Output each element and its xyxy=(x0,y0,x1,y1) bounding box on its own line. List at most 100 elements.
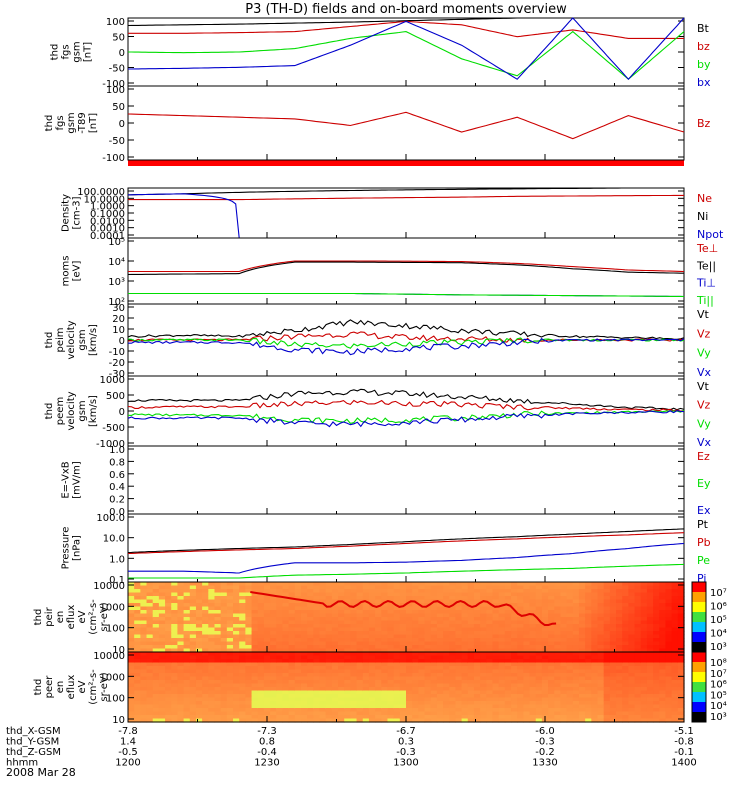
spectrogram-cell xyxy=(646,711,654,716)
spectrogram-cell xyxy=(548,680,555,685)
spectrogram-cell xyxy=(270,596,277,601)
spectrogram-cell xyxy=(165,599,172,604)
spectrogram-cell xyxy=(554,718,562,723)
spectrogram-cell xyxy=(393,715,401,720)
spectrogram-cell xyxy=(517,606,524,611)
spectrogram-cell xyxy=(251,599,259,604)
spectrogram-cell xyxy=(585,655,592,660)
spectrogram-cell xyxy=(344,627,351,632)
spectrogram-cell xyxy=(603,708,611,713)
spectrogram-cell xyxy=(393,641,401,646)
spectrogram-cell xyxy=(368,704,376,709)
spectrogram-cell xyxy=(158,631,166,636)
spectrogram-cell xyxy=(473,627,481,632)
spectrogram-cell xyxy=(356,648,364,653)
spectrogram-cell xyxy=(325,680,333,685)
spectrogram-cell xyxy=(473,718,481,723)
spectrogram-cell xyxy=(381,631,389,636)
spectrogram-cell xyxy=(517,582,524,587)
spectrogram-cell xyxy=(585,645,592,650)
spectrogram-cell xyxy=(461,718,469,723)
spectrogram-cell xyxy=(566,680,574,685)
legend-label: Ex xyxy=(697,504,711,517)
spectrogram-cell xyxy=(498,662,506,667)
spectrogram-cell xyxy=(140,655,148,660)
spectrogram-cell xyxy=(214,708,222,713)
spectrogram-cell xyxy=(245,711,253,716)
spectrogram-cell xyxy=(152,659,160,664)
spectrogram-cell xyxy=(220,613,228,618)
spectrogram-cell xyxy=(480,631,487,636)
spectrogram-cell xyxy=(671,648,679,653)
spectrogram-cell xyxy=(338,683,345,688)
spectrogram-cell xyxy=(202,613,209,618)
spectrogram-cell xyxy=(177,582,185,587)
footer-value: -6.0 xyxy=(535,726,555,737)
spectrogram-cell xyxy=(233,680,240,685)
spectrogram-cell xyxy=(146,627,154,632)
spectrogram-cell xyxy=(597,624,605,629)
spectrogram-cell xyxy=(585,599,592,604)
spectrogram-cell xyxy=(331,627,339,632)
spectrogram-cell xyxy=(529,690,537,695)
spectrogram-cell xyxy=(325,697,333,702)
spectrogram-cell xyxy=(591,624,599,629)
spectrogram-cell xyxy=(276,666,284,671)
spectrogram-cell xyxy=(480,613,487,618)
spectrogram-cell xyxy=(511,708,518,713)
spectrogram-cell xyxy=(585,617,592,622)
spectrogram-cell xyxy=(399,704,407,709)
y-tick-label: 0 xyxy=(119,119,125,130)
spectrogram-cell xyxy=(560,631,568,636)
footer-value: 1330 xyxy=(532,758,557,769)
panel-ylabel-line: Density xyxy=(61,194,72,232)
spectrogram-cell xyxy=(578,662,586,667)
spectrogram-cell xyxy=(406,708,413,713)
spectrogram-cell xyxy=(634,620,642,625)
spectrogram-cell xyxy=(134,582,141,587)
spectrogram-cell xyxy=(622,704,629,709)
spectrogram-cell xyxy=(591,704,599,709)
spectrogram-cell xyxy=(449,718,457,723)
spectrogram-cell xyxy=(158,596,166,601)
spectrogram-cell xyxy=(597,655,605,660)
spectrogram-cell xyxy=(628,620,636,625)
spectrogram-cell xyxy=(585,704,592,709)
spectrogram-cell xyxy=(300,708,308,713)
spectrogram-cell xyxy=(424,599,432,604)
spectrogram-cell xyxy=(387,589,395,594)
y-tick-label: 0 xyxy=(119,336,125,347)
spectrogram-cell xyxy=(473,648,481,653)
spectrogram-cell xyxy=(461,708,469,713)
spectrogram-cell xyxy=(480,676,487,681)
spectrogram-cell xyxy=(165,673,172,678)
spectrogram-cell xyxy=(307,697,314,702)
spectrogram-cell xyxy=(183,596,191,601)
spectrogram-cell xyxy=(171,652,179,657)
spectrogram-cell xyxy=(665,613,673,618)
footer-value: 1300 xyxy=(393,758,418,769)
spectrogram-cell xyxy=(245,680,253,685)
spectrogram-cell xyxy=(325,652,333,657)
spectrogram-cell xyxy=(523,701,531,706)
spectrogram-cell xyxy=(128,634,135,639)
spectrogram-cell xyxy=(517,718,524,723)
spectrogram-cell xyxy=(449,641,457,646)
spectrogram-cell xyxy=(171,718,179,723)
spectrogram-cell xyxy=(628,680,636,685)
spectrogram-cell xyxy=(171,582,179,587)
spectrogram-cell xyxy=(578,610,586,615)
spectrogram-cell xyxy=(165,645,172,650)
spectrogram-cell xyxy=(393,694,401,699)
spectrogram-cell xyxy=(616,711,623,716)
spectrogram-cell xyxy=(665,711,673,716)
spectrogram-cell xyxy=(263,687,271,692)
spectrogram-cell xyxy=(165,701,172,706)
spectrogram-cell xyxy=(424,676,432,681)
spectrogram-cell xyxy=(616,606,623,611)
spectrogram-cell xyxy=(233,708,240,713)
spectrogram-cell xyxy=(177,603,185,608)
spectrogram-cell xyxy=(140,673,148,678)
spectrogram-cell xyxy=(270,652,277,657)
